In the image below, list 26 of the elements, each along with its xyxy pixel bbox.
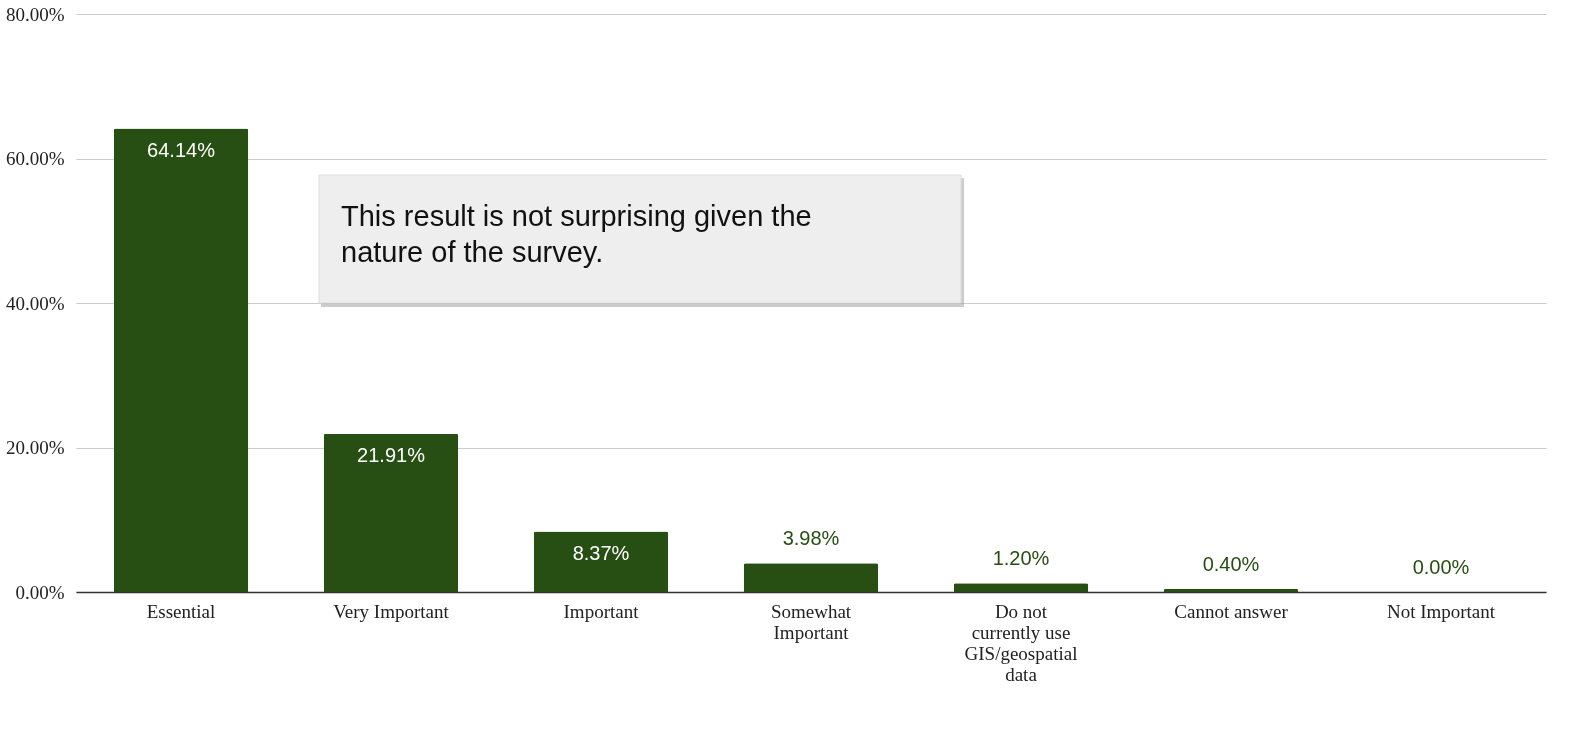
annotation: This result is not surprising given the nature of the survey. bbox=[341, 200, 812, 268]
bar bbox=[533, 531, 669, 592]
y-tick-label: 0.00% bbox=[15, 581, 65, 603]
data-label: 0.00% bbox=[1412, 556, 1470, 578]
data-label: 64.14% bbox=[147, 138, 216, 161]
data-label: 8.37% bbox=[572, 541, 630, 564]
bar bbox=[323, 433, 459, 592]
y-tick-label: 60.00% bbox=[5, 148, 65, 169]
bar bbox=[743, 563, 879, 592]
x-tick-label: Important bbox=[563, 600, 640, 622]
y-tick-label: 20.00% bbox=[5, 437, 65, 458]
data-label: 3.98% bbox=[782, 527, 840, 550]
x-tick-label: Do not currently use GIS/geospatial data bbox=[964, 600, 1078, 685]
x-tick-label: Essential bbox=[146, 600, 216, 622]
bar bbox=[953, 583, 1089, 592]
y-tick-label: 40.00% bbox=[5, 292, 65, 314]
x-tick-label: Somewhat Important bbox=[770, 600, 852, 643]
data-label: 21.91% bbox=[357, 443, 426, 466]
x-tick-label: Cannot answer bbox=[1174, 600, 1289, 622]
data-label: 0.40% bbox=[1202, 553, 1260, 576]
x-tick-label: Very Important bbox=[333, 600, 450, 622]
x-tick-label: Not Important bbox=[1386, 600, 1496, 622]
bar bbox=[113, 128, 249, 592]
y-tick-label: 80.00% bbox=[5, 3, 65, 25]
data-label: 1.20% bbox=[992, 547, 1050, 570]
bar bbox=[1163, 589, 1299, 592]
